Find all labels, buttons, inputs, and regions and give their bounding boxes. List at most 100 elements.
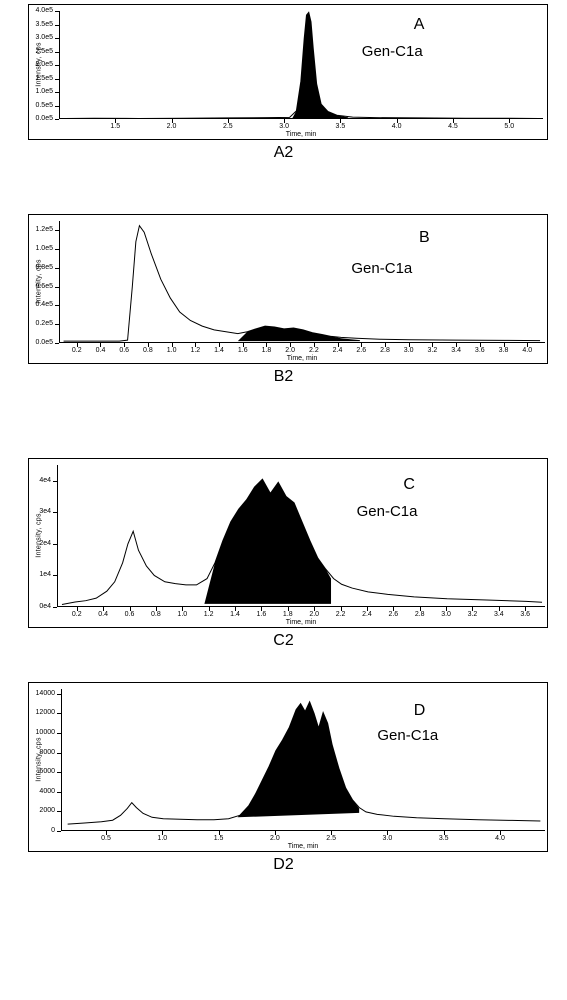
x-axis-label: Time, min [287,355,317,362]
compound-label: Gen-C1a [351,260,412,277]
plot-area [59,221,545,343]
x-tick-label: 3.4 [451,347,461,354]
x-tick-label: 1.2 [204,611,214,618]
peak-fill [238,702,360,818]
y-tick-mark [55,343,59,344]
x-tick-label: 1.0 [177,611,187,618]
y-tick-mark [55,119,59,120]
y-tick-mark [55,324,59,325]
x-tick-label: 0.2 [72,347,82,354]
plot-area [59,11,543,119]
x-tick-label: 1.8 [283,611,293,618]
y-tick-mark [53,481,57,482]
panel-letter: C [403,476,415,494]
x-tick-label: 1.0 [167,347,177,354]
x-tick-label: 2.0 [309,611,319,618]
panel-letter: A [414,16,425,34]
compound-label: Gen-C1a [357,503,418,520]
y-tick-label: 0.0e5 [29,115,53,122]
x-tick-label: 2.6 [356,347,366,354]
y-axis-label: Intensity, cps [36,35,43,95]
y-tick-label: 0.5e5 [29,102,53,109]
y-tick-label: 2000 [29,807,55,814]
x-tick-label: 3.0 [279,123,289,130]
y-tick-label: 1e4 [29,571,51,578]
x-tick-label: 2.5 [223,123,233,130]
x-tick-label: 1.4 [214,347,224,354]
peak-fill [292,12,348,119]
x-tick-label: 0.2 [72,611,82,618]
trace-line [64,226,541,341]
y-axis-label: Intensity, cps [36,506,43,566]
y-tick-mark [55,25,59,26]
panel-caption: A2 [6,144,561,162]
panel-letter: D [414,702,426,720]
y-tick-label: 4.0e5 [29,7,53,14]
x-tick-label: 2.8 [380,347,390,354]
y-tick-mark [53,607,57,608]
chart-panel: 0e41e42e43e44e40.20.40.60.81.01.21.41.61… [28,458,548,628]
x-tick-label: 2.4 [333,347,343,354]
x-tick-label: 4.0 [392,123,402,130]
x-tick-label: 3.6 [475,347,485,354]
x-tick-label: 2.0 [285,347,295,354]
figure-container: 0.0e50.5e51.0e51.5e52.0e52.5e53.0e53.5e5… [6,4,561,874]
x-axis-label: Time, min [286,619,316,626]
compound-label: Gen-C1a [377,727,438,744]
chart-panel: 020004000600080001000012000140000.51.01.… [28,682,548,852]
x-tick-label: 0.5 [101,835,111,842]
x-tick-label: 2.2 [309,347,319,354]
x-tick-label: 0.4 [98,611,108,618]
x-tick-label: 0.8 [143,347,153,354]
y-tick-mark [57,713,61,714]
x-tick-label: 3.4 [494,611,504,618]
x-tick-label: 0.4 [96,347,106,354]
y-tick-mark [55,287,59,288]
x-tick-label: 4.0 [522,347,532,354]
plot-area [57,465,545,607]
x-tick-label: 1.8 [262,347,272,354]
x-tick-label: 3.6 [520,611,530,618]
y-tick-mark [57,733,61,734]
x-tick-label: 2.8 [415,611,425,618]
y-tick-label: 1.2e5 [29,226,53,233]
y-tick-mark [55,52,59,53]
panel-caption: D2 [6,856,561,874]
x-tick-label: 1.6 [257,611,267,618]
x-tick-label: 0.6 [125,611,135,618]
y-tick-label: 0 [29,827,55,834]
x-tick-label: 3.0 [404,347,414,354]
x-tick-label: 2.2 [336,611,346,618]
x-tick-label: 3.0 [441,611,451,618]
y-tick-label: 0.2e5 [29,320,53,327]
y-tick-label: 12000 [29,709,55,716]
y-tick-label: 0e4 [29,603,51,610]
y-tick-mark [57,792,61,793]
x-tick-label: 1.5 [110,123,120,130]
y-tick-mark [53,512,57,513]
y-tick-label: 3.5e5 [29,21,53,28]
x-tick-label: 1.2 [190,347,200,354]
y-tick-mark [55,65,59,66]
y-tick-mark [55,38,59,39]
x-tick-label: 2.0 [167,123,177,130]
chart-panel: 0.0e50.2e50.4e50.6e50.8e51.0e51.2e50.20.… [28,214,548,364]
x-tick-label: 2.4 [362,611,372,618]
y-tick-mark [57,772,61,773]
y-tick-mark [55,305,59,306]
x-tick-label: 3.0 [383,835,393,842]
y-tick-mark [55,249,59,250]
y-tick-mark [53,544,57,545]
x-tick-label: 2.0 [270,835,280,842]
y-tick-mark [57,831,61,832]
panel-letter: B [419,229,430,247]
y-tick-mark [55,230,59,231]
x-tick-label: 3.8 [499,347,509,354]
panel-caption: C2 [6,632,561,650]
x-tick-label: 0.8 [151,611,161,618]
y-axis-label: Intensity, cps [36,252,43,312]
peak-fill [204,479,331,604]
y-tick-mark [55,79,59,80]
panel-caption: B2 [6,368,561,386]
y-tick-mark [53,575,57,576]
